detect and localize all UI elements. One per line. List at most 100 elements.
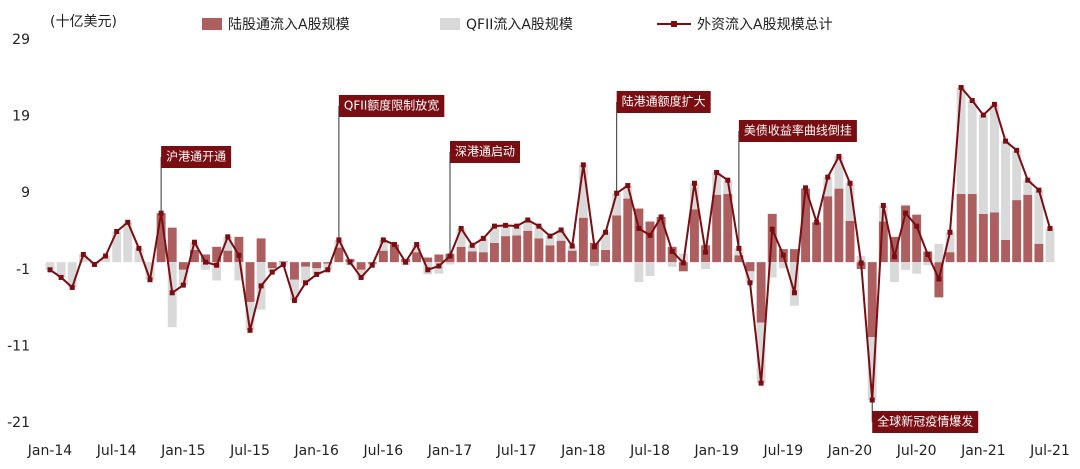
bar — [112, 231, 122, 263]
y-tick-label: -11 — [7, 338, 30, 354]
bar — [456, 246, 466, 263]
bar — [745, 262, 755, 272]
bar — [45, 262, 55, 270]
bar — [623, 185, 633, 199]
bar — [845, 183, 855, 221]
bar — [156, 213, 166, 263]
line-marker — [736, 245, 742, 251]
line-marker — [336, 237, 342, 243]
x-tick-label: Jan-16 — [293, 443, 339, 459]
bar — [1012, 200, 1022, 263]
annotation-box — [738, 120, 857, 142]
bar — [578, 164, 588, 218]
bar — [378, 250, 388, 263]
y-tick-label: 29 — [12, 32, 30, 48]
bar — [412, 244, 422, 253]
line-marker — [636, 225, 642, 231]
bar — [467, 251, 477, 263]
bar — [1034, 190, 1044, 244]
bar — [334, 239, 344, 248]
x-tick-label: Jul-18 — [629, 443, 670, 459]
line-marker — [769, 226, 775, 232]
line-marker — [469, 242, 475, 248]
bar — [67, 262, 77, 288]
bar — [812, 222, 822, 263]
bar — [490, 242, 499, 263]
bar — [290, 279, 299, 301]
line-marker — [903, 210, 909, 216]
line-marker — [280, 261, 286, 267]
line-marker — [436, 263, 442, 269]
line-marker — [558, 227, 564, 233]
line-marker — [580, 162, 586, 168]
line-marker — [147, 277, 153, 283]
bar — [390, 244, 399, 263]
line-marker — [658, 214, 664, 220]
x-tick-label: Jul-15 — [229, 443, 270, 459]
line-marker — [47, 267, 53, 273]
x-tick-label: Jan-20 — [827, 443, 872, 459]
bar — [201, 254, 210, 263]
bar — [201, 262, 210, 270]
line-marker — [314, 271, 320, 277]
line-marker — [425, 267, 431, 273]
bar — [501, 225, 510, 237]
line-marker — [1047, 225, 1053, 231]
line-marker — [1036, 187, 1042, 193]
bar — [734, 255, 744, 263]
line-marker — [158, 210, 164, 216]
bar — [234, 262, 244, 281]
bar — [612, 193, 622, 216]
bar — [667, 246, 677, 263]
line-marker — [647, 232, 653, 238]
line-marker — [125, 219, 131, 225]
bar — [434, 254, 444, 263]
bar — [956, 193, 966, 263]
bar — [456, 228, 466, 247]
bar — [123, 222, 133, 263]
bar — [334, 247, 344, 263]
bar — [301, 262, 310, 267]
bar — [667, 262, 677, 267]
bar — [790, 249, 799, 263]
bar — [912, 262, 922, 274]
bar — [945, 232, 955, 253]
annotation-text: 全球新冠疫情爆发 — [877, 414, 973, 429]
bar — [912, 214, 922, 263]
bar — [290, 262, 299, 280]
line-marker — [825, 174, 831, 180]
bar — [1023, 194, 1033, 263]
line-marker — [680, 260, 686, 266]
bar — [378, 239, 388, 251]
x-tick-label: Jul-20 — [896, 443, 937, 459]
bar — [945, 252, 955, 263]
line-marker — [891, 254, 897, 260]
bar — [978, 213, 988, 263]
bar — [134, 248, 144, 263]
x-tick-label: Jan-18 — [560, 443, 605, 459]
bar — [723, 193, 733, 263]
line-marker — [669, 248, 675, 254]
line-marker — [69, 284, 75, 290]
bar — [145, 262, 155, 280]
line-marker — [291, 297, 297, 303]
x-tick-label: Jul-16 — [362, 443, 403, 459]
line-marker — [114, 229, 120, 234]
line-marker — [803, 185, 809, 191]
bar — [512, 226, 522, 236]
annotation-box — [872, 411, 979, 433]
bar — [356, 262, 366, 270]
line-marker — [347, 259, 353, 265]
bar — [745, 271, 755, 283]
bar — [890, 236, 899, 263]
line-marker — [225, 234, 231, 240]
bar — [467, 245, 477, 252]
line-marker — [191, 239, 197, 245]
line-marker — [536, 223, 542, 229]
line-marker — [403, 259, 409, 265]
bar — [445, 262, 455, 265]
line-marker — [325, 267, 331, 273]
x-tick-label: Jan-15 — [160, 443, 205, 459]
annotation-text: 美债收益率曲线倒挂 — [744, 123, 852, 138]
